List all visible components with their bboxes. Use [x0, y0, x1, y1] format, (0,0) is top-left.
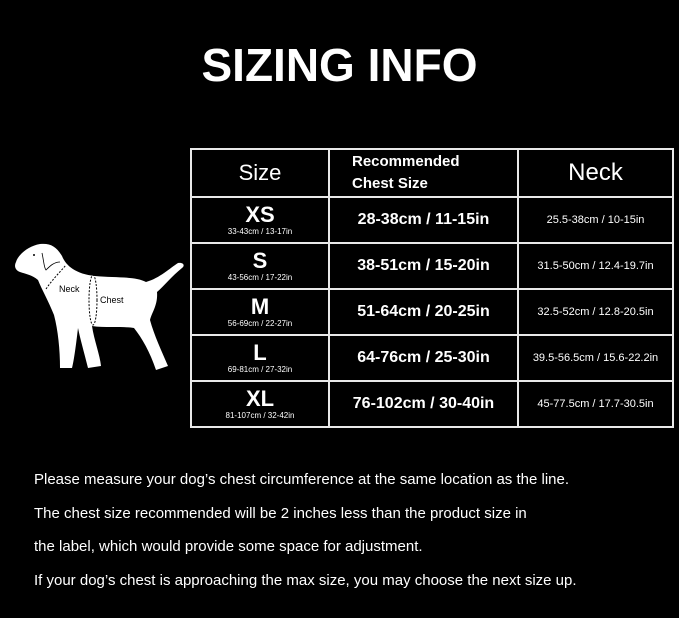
- table-row: XS 33-43cm / 13-17in 28-38cm / 11-15in 25…: [190, 196, 674, 244]
- table-header-row: Size Recommended Chest Size Neck: [190, 148, 674, 198]
- eye-icon: [33, 254, 35, 256]
- note-line: Please measure your dog’s chest circumfe…: [34, 471, 570, 488]
- size-range: 81-107cm / 32-42in: [225, 411, 295, 420]
- header-chest-line1: Recommended: [352, 153, 460, 170]
- size-range: 56-69cm / 22-27in: [227, 319, 293, 328]
- neck-measure-line: [45, 264, 67, 290]
- header-chest: Recommended Chest Size: [328, 148, 519, 198]
- size-range: 69-81cm / 27-32in: [227, 365, 293, 374]
- chest-label: Chest: [100, 295, 124, 305]
- neck-label: Neck: [59, 284, 80, 294]
- size-label: L: [253, 340, 267, 365]
- size-range: 33-43cm / 13-17in: [227, 227, 293, 236]
- size-cell: XS 33-43cm / 13-17in: [190, 196, 330, 244]
- size-cell: L 69-81cm / 27-32in: [190, 334, 330, 382]
- header-neck: Neck: [517, 148, 674, 198]
- table-row: XL 81-107cm / 32-42in 76-102cm / 30-40in …: [190, 380, 674, 428]
- size-label: XL: [245, 386, 275, 411]
- size-range: 43-56cm / 17-22in: [227, 273, 293, 282]
- note-line: The chest size recommended will be 2 inc…: [34, 504, 527, 522]
- table-row: M 56-69cm / 22-27in 51-64cm / 20-25in 32.…: [190, 288, 674, 336]
- size-cell: M 56-69cm / 22-27in: [190, 288, 330, 336]
- dog-silhouette: [15, 243, 184, 370]
- header-chest-line2: Chest Size: [352, 175, 428, 192]
- chest-measure-line: [88, 274, 98, 326]
- header-size: Size: [190, 148, 330, 198]
- neck-cell: 31.5-50cm / 12.4-19.7in: [517, 242, 674, 290]
- size-cell: S 43-56cm / 17-22in: [190, 242, 330, 290]
- table-row: S 43-56cm / 17-22in 38-51cm / 15-20in 31.…: [190, 242, 674, 290]
- sizing-table: Size Recommended Chest Size Neck XS 33-43c…: [190, 148, 674, 428]
- ear-icon: [41, 252, 61, 271]
- size-label: M: [250, 294, 270, 319]
- size-label: XS: [245, 202, 275, 227]
- chest-cell: 28-38cm / 11-15in: [328, 196, 519, 244]
- neck-cell: 39.5-56.5cm / 15.6-22.2in: [517, 334, 674, 382]
- measurement-notes: Please measure your dog’s chest circumfe…: [34, 468, 577, 602]
- chest-cell: 38-51cm / 15-20in: [328, 242, 519, 290]
- size-label: S: [252, 248, 268, 273]
- page-title: SIZING INFO: [201, 39, 478, 91]
- chest-cell: 51-64cm / 20-25in: [328, 288, 519, 336]
- note-line: If your dog’s chest is approaching the m…: [34, 571, 577, 589]
- size-cell: XL 81-107cm / 32-42in: [190, 380, 330, 428]
- chest-cell: 64-76cm / 25-30in: [328, 334, 519, 382]
- chest-cell: 76-102cm / 30-40in: [328, 380, 519, 428]
- dog-illustration: Neck Chest: [15, 243, 184, 370]
- note-line: the label, which would provide some spac…: [34, 538, 423, 555]
- table-row: L 69-81cm / 27-32in 64-76cm / 25-30in 39.…: [190, 334, 674, 382]
- neck-cell: 45-77.5cm / 17.7-30.5in: [517, 380, 674, 428]
- neck-cell: 32.5-52cm / 12.8-20.5in: [517, 288, 674, 336]
- neck-cell: 25.5-38cm / 10-15in: [517, 196, 674, 244]
